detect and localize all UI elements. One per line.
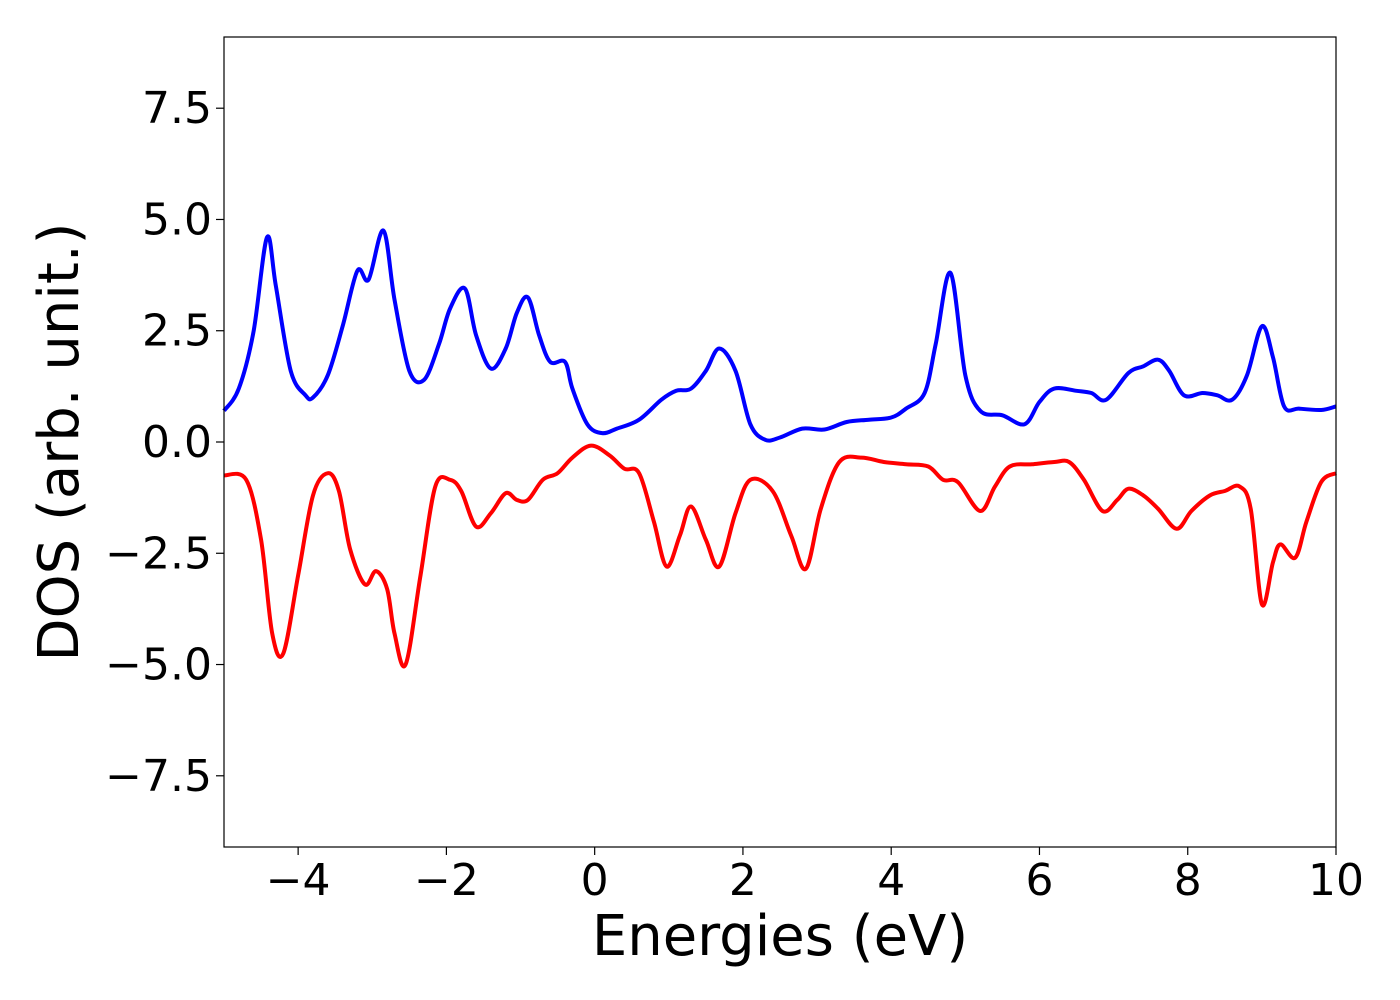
y-tick-label: 2.5 [142, 306, 212, 357]
y-tick-label: 5.0 [142, 194, 212, 245]
x-tick-label: 6 [1025, 855, 1053, 906]
y-tick-label: 0.0 [142, 417, 212, 468]
x-tick-label: 4 [877, 855, 905, 906]
series-layer [222, 228, 1337, 669]
ticks-layer: −4 −2 0 2 4 6 8 10 7.5 5.0 2.5 0.0 −2.5 −5.0 −7.5 [105, 83, 1364, 906]
y-tick-label: −7.5 [105, 751, 212, 802]
x-tick-label: 2 [729, 855, 757, 906]
y-axis-label: DOS (arb. unit.) [27, 222, 92, 661]
y-tick-label: −5.0 [105, 640, 212, 691]
x-tick-label: −4 [266, 855, 331, 906]
series-line-red [223, 443, 1337, 669]
y-tick-label: −2.5 [105, 528, 212, 579]
x-tick-label: 8 [1174, 855, 1202, 906]
x-tick-label: 10 [1308, 855, 1364, 906]
y-tick-label: 7.5 [142, 83, 212, 134]
x-tick-label: 0 [581, 855, 609, 906]
series-line-blue [222, 228, 1337, 443]
x-axis-label: Energies (eV) [592, 904, 968, 969]
x-tick-label: −2 [414, 855, 479, 906]
